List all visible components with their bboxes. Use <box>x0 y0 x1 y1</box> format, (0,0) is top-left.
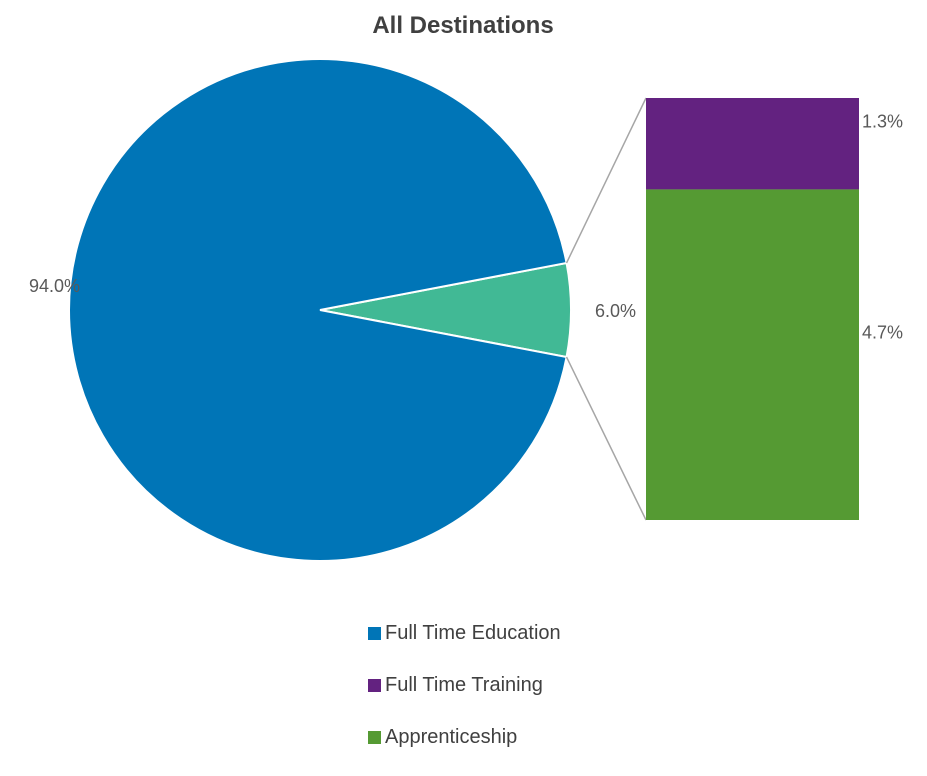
legend-label: Full Time Training <box>385 673 543 696</box>
connector-line-top <box>565 97 647 264</box>
legend: Full Time Education Full Time Training A… <box>368 620 561 776</box>
pie-slice-full-time-education[interactable] <box>68 58 568 562</box>
legend-swatch <box>368 626 381 640</box>
legend-label: Full Time Education <box>385 621 561 644</box>
bar-segment-full-time-training[interactable] <box>646 98 859 190</box>
legend-item-full-time-training[interactable]: Full Time Training <box>368 672 561 698</box>
legend-label: Apprenticeship <box>385 725 518 748</box>
connector-lines <box>565 97 647 521</box>
bar-group <box>646 98 859 520</box>
legend-item-apprenticeship[interactable]: Apprenticeship <box>368 724 561 750</box>
chart: All Destinations 94.0% 6.0% 1.3% 4.7% <box>29 12 903 562</box>
legend-swatch <box>368 678 381 692</box>
data-label-pie-other: 6.0% <box>595 301 636 321</box>
pie-group <box>68 58 572 562</box>
data-label-bar-segment: 1.3% <box>862 112 903 132</box>
data-label-pie-main: 94.0% <box>29 276 80 296</box>
chart-title: All Destinations <box>372 12 553 39</box>
data-labels: 94.0% 6.0% 1.3% 4.7% <box>29 112 903 343</box>
connector-line-bottom <box>565 356 647 521</box>
bar-segment-apprenticeship[interactable] <box>646 189 859 520</box>
legend-swatch <box>368 730 381 744</box>
data-label-bar-segment: 4.7% <box>862 323 903 343</box>
legend-item-full-time-education[interactable]: Full Time Education <box>368 620 561 646</box>
